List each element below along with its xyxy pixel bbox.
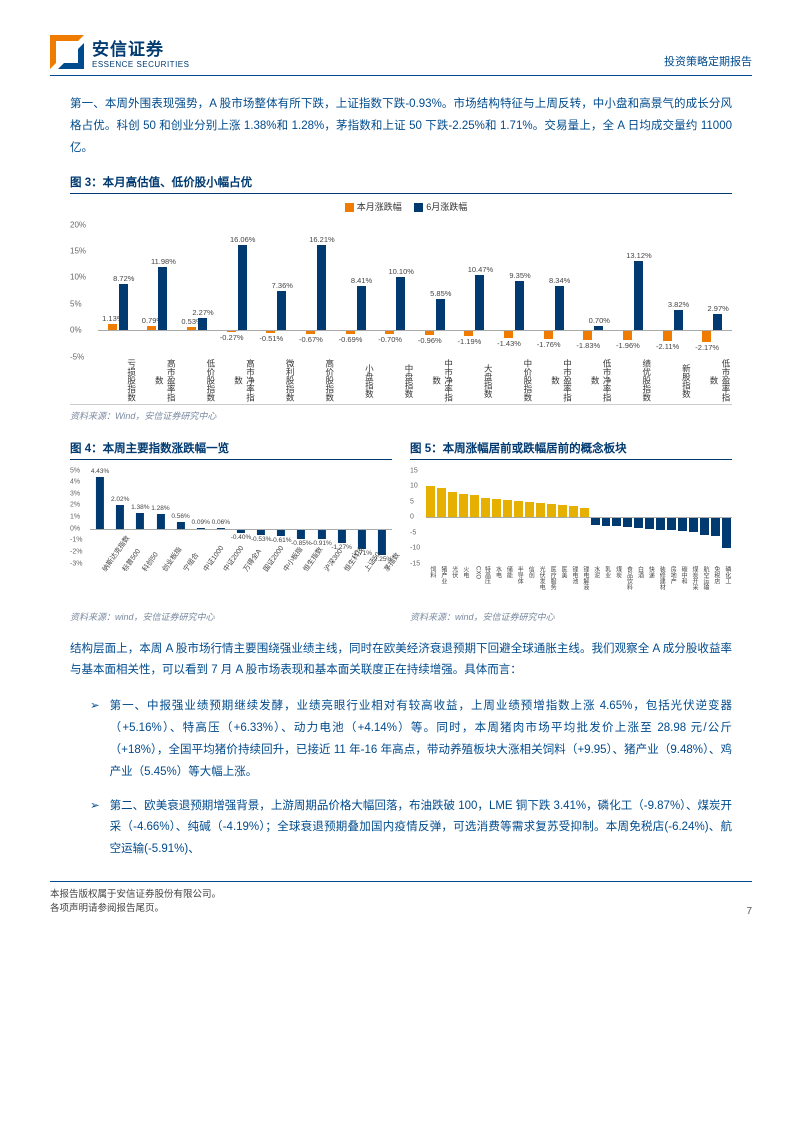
bullet-marker-icon: ➢ [90, 796, 100, 862]
bullet-1: ➢ 第一、中报强业绩预期继续发酵，业绩亮眼行业相对有较高收益，上周业绩预增指数上… [90, 696, 732, 783]
logo-icon [50, 35, 84, 69]
fig4-source: 资料来源：wind，安信证券研究中心 [70, 610, 392, 623]
page-footer: 本报告版权属于安信证券股份有限公司。 各项声明请参阅报告尾页。 7 [50, 881, 752, 917]
page-header: 安信证券 ESSENCE SECURITIES 投资策略定期报告 [50, 35, 752, 76]
figure-5: 图 5：本周涨幅居前或跌幅居前的概念板块 -15-10-5051015 饲料猪产… [410, 440, 732, 623]
bullet-2: ➢ 第二、欧美衰退预期增强背景，上游周期品价格大幅回落，布油跌破 100，LME… [90, 796, 732, 862]
figure-3: 图 3：本月高估值、低价股小幅占优 本月涨跌幅 6月涨跌幅 -5%0%5%10%… [70, 174, 732, 422]
bullet-2-text: 第二、欧美衰退预期增强背景，上游周期品价格大幅回落，布油跌破 100，LME 铜… [110, 796, 732, 862]
logo: 安信证券 ESSENCE SECURITIES [50, 35, 189, 69]
paragraph-1: 第一、本周外围表现强势，A 股市场整体有所下跌，上证指数下跌-0.93%。市场结… [70, 94, 732, 160]
logo-cn: 安信证券 [92, 35, 189, 60]
bullet-1-text: 第一、中报强业绩预期继续发酵，业绩亮眼行业相对有较高收益，上周业绩预增指数上涨 … [110, 696, 732, 783]
bullet-marker-icon: ➢ [90, 696, 100, 783]
footer-line2: 各项声明请参阅报告尾页。 [50, 902, 221, 916]
logo-en: ESSENCE SECURITIES [92, 60, 189, 69]
figure-4: 图 4：本周主要指数涨跌幅一览 -3%-2%-1%0%1%2%3%4%5% 4.… [70, 440, 392, 623]
fig3-legend-b: 6月涨跌幅 [426, 202, 467, 212]
fig4-title: 图 4：本周主要指数涨跌幅一览 [70, 440, 392, 460]
fig3-title: 图 3：本月高估值、低价股小幅占优 [70, 174, 732, 194]
fig3-source: 资料来源：Wind，安信证券研究中心 [70, 409, 732, 422]
report-type: 投资策略定期报告 [664, 53, 752, 69]
footer-line1: 本报告版权属于安信证券股份有限公司。 [50, 888, 221, 902]
fig5-title: 图 5：本周涨幅居前或跌幅居前的概念板块 [410, 440, 732, 460]
fig5-source: 资料来源：wind，安信证券研究中心 [410, 610, 732, 623]
fig3-legend-a: 本月涨跌幅 [357, 202, 402, 212]
paragraph-2: 结构层面上，本周 A 股市场行情主要围绕强业绩主线，同时在欧美经济衰退预期下回避… [70, 639, 732, 683]
page-number: 7 [746, 906, 752, 917]
fig3-legend: 本月涨跌幅 6月涨跌幅 [70, 200, 732, 213]
